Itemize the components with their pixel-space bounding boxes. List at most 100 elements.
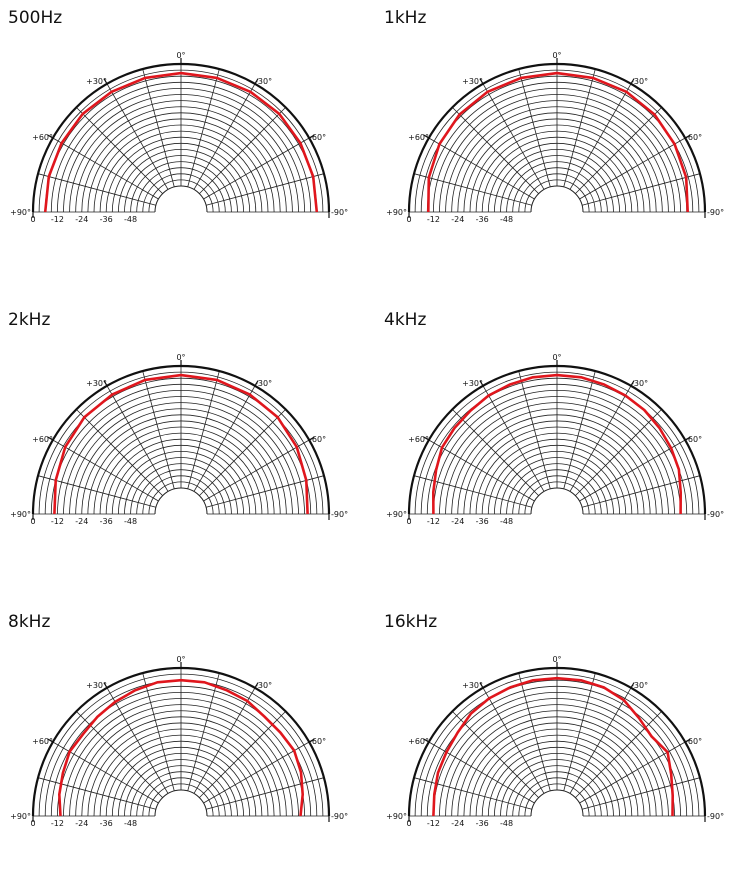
radial-tick-label: 0 [30, 819, 35, 828]
angle-label-plus60: +60° [408, 133, 429, 142]
radial-tick-label: -12 [427, 517, 440, 526]
radial-tick-label: -36 [476, 819, 489, 828]
angle-tick [684, 134, 691, 139]
grid-spoke [52, 137, 159, 200]
radial-tick-label: -48 [500, 215, 513, 224]
angle-label-minus30: -30° [255, 77, 272, 86]
radial-tick-label: -12 [51, 215, 64, 224]
radial-tick-label: 0 [30, 517, 35, 526]
angle-tick [308, 134, 315, 139]
grid-spoke [106, 385, 169, 492]
radial-tick-label: -24 [75, 819, 88, 828]
grid-spoke [203, 439, 310, 502]
polar-plot: 0° +30° -30° +60° -60° +90° -90° 0 -12 -24 -36 -48 [386, 353, 724, 526]
angle-label-plus90: +90° [10, 208, 31, 217]
radial-tick-label: -12 [427, 819, 440, 828]
angle-label-minus60: -60° [309, 737, 326, 746]
angle-label-0: 0° [176, 655, 185, 664]
grid-spoke [199, 711, 286, 798]
grid-spoke [203, 741, 310, 804]
angle-tick [630, 682, 635, 689]
polar-series-line [427, 71, 689, 213]
radial-tick-label: -36 [100, 517, 113, 526]
grid-spoke [142, 370, 175, 489]
chart-title: 1kHz [384, 8, 427, 28]
angle-label-minus90: -90° [331, 812, 348, 821]
grid-spoke [413, 173, 532, 206]
angle-tick [479, 78, 484, 85]
grid-spoke [482, 83, 545, 190]
grid-spoke [428, 137, 535, 200]
angle-label-plus30: +30° [86, 77, 107, 86]
angle-label-minus60: -60° [685, 435, 702, 444]
grid-spoke [203, 137, 310, 200]
inner-ring [154, 789, 208, 817]
angle-tick [103, 682, 108, 689]
grid-spoke [76, 107, 163, 194]
polar-chart-8khz: 8kHz 0° +30° -30° +60° -60° +90° -90° 0 -12 -24 -3… [8, 612, 368, 892]
polar-chart-2khz: 2kHz 0° +30° -30° +60° -60° +90° -90° 0 -12 -24 -3… [8, 310, 368, 590]
radial-tick-label: -24 [451, 819, 464, 828]
grid-spoke [76, 409, 163, 496]
radial-tick-label: -36 [100, 215, 113, 224]
angle-label-plus30: +30° [462, 77, 483, 86]
angle-label-plus90: +90° [10, 510, 31, 519]
grid-spoke [563, 68, 596, 187]
angle-label-minus90: -90° [707, 812, 724, 821]
angle-label-minus60: -60° [685, 737, 702, 746]
polar-plot: 0° +30° -30° +60° -60° +90° -90° 0 -12 -24 -36 -48 [10, 353, 348, 526]
grid-spoke [187, 672, 220, 791]
angle-tick [479, 380, 484, 387]
angle-tick [254, 380, 259, 387]
grid-spoke [575, 409, 662, 496]
angle-tick [423, 436, 430, 441]
angle-label-plus30: +30° [86, 379, 107, 388]
grid-spoke [206, 475, 325, 508]
polar-plot: 0° +30° -30° +60° -60° +90° -90° 0 -12 -24 -36 -48 [10, 51, 348, 224]
chart-title: 16kHz [384, 612, 438, 632]
angle-label-plus30: +30° [462, 681, 483, 690]
grid-spoke [413, 777, 532, 810]
grid-spoke [37, 173, 156, 206]
angle-tick [254, 78, 259, 85]
grid-spoke [582, 475, 701, 508]
radial-tick-label: 0 [406, 215, 411, 224]
angle-label-minus60: -60° [685, 133, 702, 142]
radial-tick-label: -36 [476, 215, 489, 224]
angle-label-0: 0° [552, 51, 561, 60]
angle-tick [308, 436, 315, 441]
grid-spoke [452, 711, 539, 798]
radial-tick-label: -24 [75, 517, 88, 526]
angle-label-plus60: +60° [408, 435, 429, 444]
angle-tick [103, 380, 108, 387]
polar-series-line [432, 676, 674, 817]
grid-spoke [579, 439, 686, 502]
grid-spoke [563, 672, 596, 791]
angle-label-0: 0° [176, 353, 185, 362]
angle-label-minus30: -30° [631, 379, 648, 388]
angle-tick [423, 738, 430, 743]
angle-label-0: 0° [176, 51, 185, 60]
radial-tick-label: -48 [124, 215, 137, 224]
grid-spoke [563, 370, 596, 489]
angle-tick [479, 682, 484, 689]
grid-spoke [569, 385, 632, 492]
grid-spoke [482, 687, 545, 794]
grid-spoke [37, 777, 156, 810]
angle-tick [684, 436, 691, 441]
radial-tick-label: -48 [500, 517, 513, 526]
inner-ring [530, 185, 584, 213]
polar-chart-4khz: 4kHz 0° +30° -30° +60° -60° +90° -90° 0 -12 -24 -3… [384, 310, 733, 590]
grid-spoke [452, 107, 539, 194]
grid-spoke [142, 68, 175, 187]
grid-spoke [413, 475, 532, 508]
angle-tick [103, 78, 108, 85]
grid-spoke [193, 385, 256, 492]
grid-spoke [199, 107, 286, 194]
grid-spoke [187, 370, 220, 489]
grid-spoke [575, 711, 662, 798]
angle-tick [684, 738, 691, 743]
angle-label-plus90: +90° [10, 812, 31, 821]
chart-title: 4kHz [384, 310, 427, 330]
polar-plot: 0° +30° -30° +60° -60° +90° -90° 0 -12 -24 -36 -48 [386, 51, 724, 224]
